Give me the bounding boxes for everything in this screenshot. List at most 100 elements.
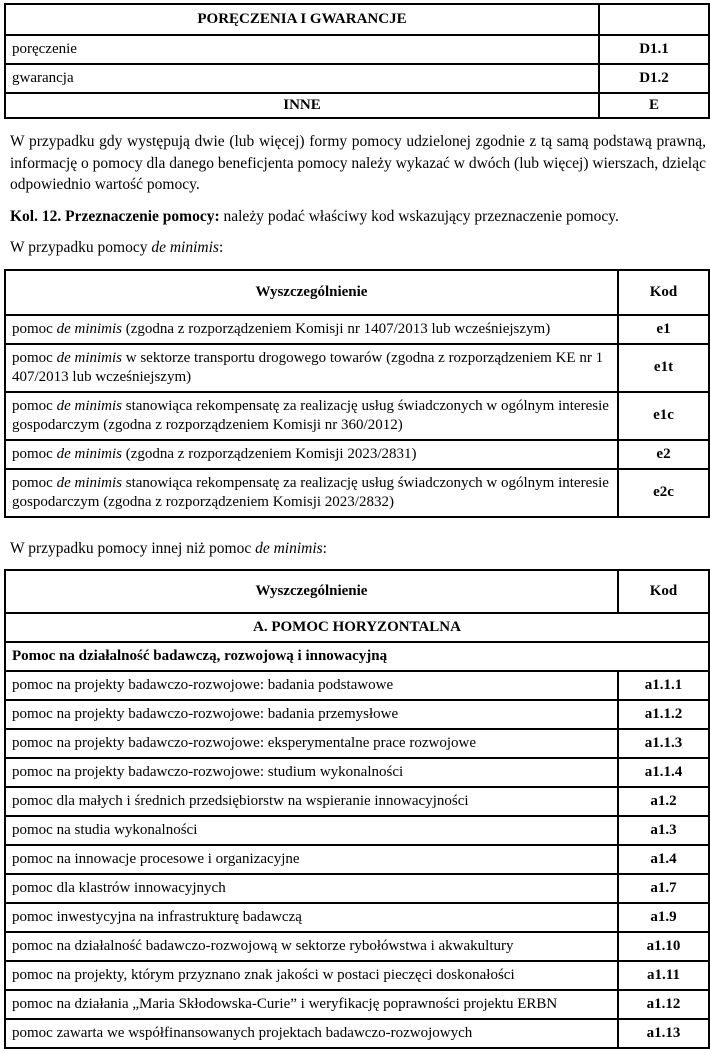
row-code-cell: a1.13 (617, 1018, 710, 1049)
table-row: pomoc na projekty badawczo-rozwojowe: ba… (4, 670, 710, 701)
row-code-cell: e1t (617, 342, 710, 393)
row-label-italic: de minimis (56, 397, 122, 414)
row-label-cell: pomoc na projekty badawczo-rozwojowe: ek… (4, 728, 619, 759)
table-row: pomoc na projekty badawczo-rozwojowe: st… (4, 757, 710, 788)
row-label-cell: pomoc de minimis w sektorze transportu d… (4, 342, 619, 393)
row-code-cell: e2c (617, 467, 710, 518)
row-label-cell: pomoc na projekty badawczo-rozwojowe: ba… (4, 699, 619, 730)
row-code-cell: a1.7 (617, 873, 710, 904)
column-header-specification: Wyszczególnienie (4, 569, 619, 614)
footer-code-cell: E (598, 92, 710, 119)
section-row-horizontal-aid: A. POMOC HORYZONTALNA (4, 612, 710, 643)
row-label-cell: pomoc na projekty badawczo-rozwojowe: st… (4, 757, 619, 788)
de-minimis-intro-prefix: W przypadku pomocy (10, 239, 152, 256)
row-label-rest: stanowiąca rekompensatę za realizację us… (12, 474, 609, 510)
row-label-cell: pomoc na studia wykonalności (4, 815, 619, 846)
kol12-paragraph: Kol. 12. Przeznaczenie pomocy: należy po… (10, 206, 706, 228)
guarantees-header-cell: PORĘCZENIA I GWARANCJE (4, 3, 600, 36)
row-label-italic: de minimis (56, 445, 122, 462)
row-code-cell: a1.1.3 (617, 728, 710, 759)
row-label-cell: poręczenie (4, 34, 600, 65)
other-aid-header-row: Wyszczególnienie Kod (4, 569, 710, 614)
row-code-cell: D1.1 (598, 34, 710, 65)
table-row: pomoc na działania „Maria Skłodowska-Cur… (4, 989, 710, 1020)
row-code-cell: e1c (617, 390, 710, 441)
row-label-cell: pomoc dla klastrów innowacyjnych (4, 873, 619, 904)
row-label-cell: pomoc dla małych i średnich przedsiębior… (4, 786, 619, 817)
row-code-cell: a1.9 (617, 902, 710, 933)
row-label-italic: de minimis (56, 474, 122, 491)
row-label-cell: pomoc na innowacje procesowe i organizac… (4, 844, 619, 875)
row-label-prefix: pomoc (12, 445, 57, 462)
table-row: pomoc na studia wykonalności a1.3 (4, 815, 710, 846)
table-row: pomoc de minimis (zgodna z rozporządzeni… (4, 313, 710, 345)
non-de-minimis-italic: de minimis (255, 539, 323, 557)
row-label-prefix: pomoc (12, 320, 57, 337)
row-label-cell: pomoc de minimis stanowiąca rekompensatę… (4, 467, 619, 518)
footer-label-cell: INNE (4, 92, 600, 119)
non-de-minimis-intro-suffix: : (322, 539, 327, 557)
guarantees-table: PORĘCZENIA I GWARANCJE poręczenie D1.1 g… (4, 3, 710, 119)
table-row: pomoc dla małych i średnich przedsiębior… (4, 786, 710, 817)
de-minimis-table: Wyszczególnienie Kod pomoc de minimis (z… (4, 268, 710, 518)
row-code-cell: a1.3 (617, 815, 710, 846)
table-row: pomoc de minimis stanowiąca rekompensatę… (4, 390, 710, 441)
table-row: pomoc na projekty badawczo-rozwojowe: ba… (4, 699, 710, 730)
row-code-cell: a1.4 (617, 844, 710, 875)
table-row: pomoc de minimis stanowiąca rekompensatę… (4, 467, 710, 518)
table-row: pomoc dla klastrów innowacyjnych a1.7 (4, 873, 710, 904)
kol12-label: Kol. 12. Przeznaczenie pomocy: (10, 207, 220, 225)
guarantees-header-row: PORĘCZENIA I GWARANCJE (4, 3, 710, 36)
section-title-cell: A. POMOC HORYZONTALNA (4, 612, 710, 643)
row-code-cell: a1.11 (617, 960, 710, 991)
kol12-text: należy podać właściwy kod wskazujący prz… (219, 207, 619, 225)
row-code-cell: e1 (617, 313, 710, 345)
row-label-cell: pomoc de minimis (zgodna z rozporządzeni… (4, 438, 619, 470)
row-label-italic: de minimis (56, 320, 122, 337)
row-label-cell: pomoc na projekty badawczo-rozwojowe: ba… (4, 670, 619, 701)
subsection-title-cell: Pomoc na działalność badawczą, rozwojową… (4, 641, 710, 672)
row-label-prefix: pomoc (12, 474, 57, 491)
de-minimis-intro-suffix: : (218, 239, 224, 256)
table-row: pomoc na projekty, którym przyznano znak… (4, 960, 710, 991)
row-code-cell: a1.12 (617, 989, 710, 1020)
table-row: pomoc inwestycyjna na infrastrukturę bad… (4, 902, 710, 933)
table-row: pomoc na projekty badawczo-rozwojowe: ek… (4, 728, 710, 759)
row-label-rest: (zgodna z rozporządzeniem Komisji 2023/2… (122, 445, 417, 462)
non-de-minimis-intro: W przypadku pomocy innej niż pomoc de mi… (10, 538, 706, 560)
row-label-prefix: pomoc (12, 397, 57, 414)
row-label-prefix: pomoc (12, 349, 57, 366)
table-row: poręczenie D1.1 (4, 34, 710, 65)
row-code-cell: a1.2 (617, 786, 710, 817)
table-row: pomoc de minimis w sektorze transportu d… (4, 342, 710, 393)
table-row: pomoc de minimis (zgodna z rozporządzeni… (4, 438, 710, 470)
non-de-minimis-intro-prefix: W przypadku pomocy innej niż pomoc (10, 539, 256, 557)
table-row: pomoc na działalność badawczo-rozwojową … (4, 931, 710, 962)
row-label-cell: pomoc de minimis stanowiąca rekompensatę… (4, 390, 619, 441)
table-row: pomoc zawarta we współfinansowanych proj… (4, 1018, 710, 1049)
de-minimis-italic: de minimis (151, 239, 219, 256)
row-label-cell: pomoc de minimis (zgodna z rozporządzeni… (4, 313, 619, 345)
table-row: gwarancja D1.2 (4, 63, 710, 94)
row-label-rest: (zgodna z rozporządzeniem Komisji nr 140… (122, 320, 551, 337)
row-label-cell: pomoc zawarta we współfinansowanych proj… (4, 1018, 619, 1049)
row-code-cell: a1.1.2 (617, 699, 710, 730)
row-label-cell: pomoc inwestycyjna na infrastrukturę bad… (4, 902, 619, 933)
guarantees-header-code-cell (598, 3, 710, 36)
de-minimis-intro: W przypadku pomocy de minimis: (10, 237, 706, 259)
row-code-cell: e2 (617, 438, 710, 470)
subsection-row-rd-innovation: Pomoc na działalność badawczą, rozwojową… (4, 641, 710, 672)
de-minimis-header-row: Wyszczególnienie Kod (4, 268, 710, 316)
row-label-cell: pomoc na działania „Maria Skłodowska-Cur… (4, 989, 619, 1020)
intro-paragraph: W przypadku gdy występują dwie (lub więc… (10, 133, 706, 193)
row-label-rest: w sektorze transportu drogowego towarów … (12, 349, 604, 385)
row-code-cell: a1.10 (617, 931, 710, 962)
row-label-italic: de minimis (56, 349, 122, 366)
row-code-cell: D1.2 (598, 63, 710, 94)
table-footer-row: INNE E (4, 92, 710, 119)
row-code-cell: a1.1.4 (617, 757, 710, 788)
column-header-code: Kod (617, 268, 710, 316)
row-label-cell: gwarancja (4, 63, 600, 94)
other-aid-table: Wyszczególnienie Kod A. POMOC HORYZONTAL… (4, 569, 710, 1049)
